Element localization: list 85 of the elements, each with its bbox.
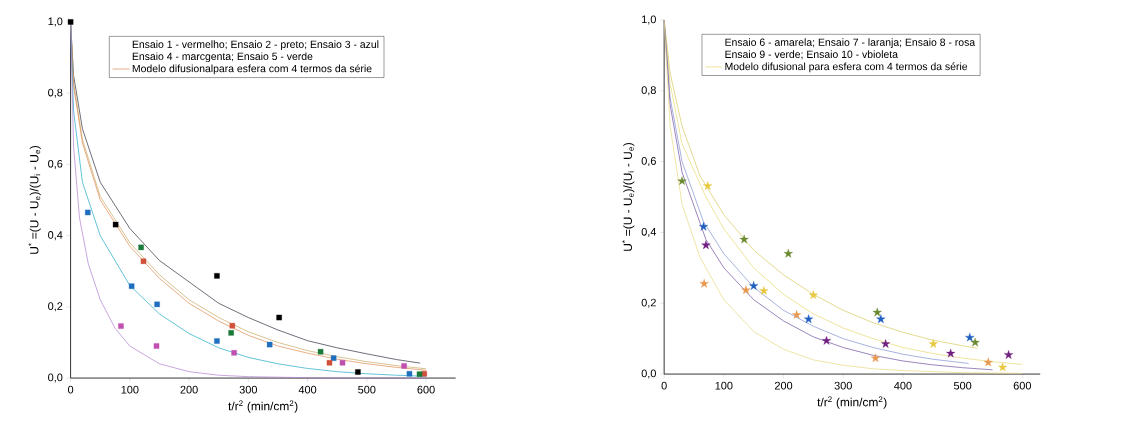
x-tick-label: 0: [661, 381, 667, 390]
point: [701, 240, 711, 250]
point: [703, 181, 713, 190]
point: [792, 310, 802, 319]
point: [698, 221, 709, 231]
x-tick-label: 300: [239, 385, 257, 394]
point: [317, 349, 324, 355]
point: [406, 371, 413, 377]
x-tick-label: 600: [417, 385, 435, 394]
point: [118, 323, 124, 329]
x-tick-label: 600: [1013, 381, 1031, 390]
legend-label: Modelo difusionalpara esfera com 4 termos da série: [132, 64, 372, 75]
point: [872, 307, 882, 317]
point: [739, 234, 749, 244]
point: [699, 279, 709, 288]
point: [998, 362, 1008, 372]
y-tick-label: 0,8: [641, 86, 656, 96]
point: [804, 314, 814, 324]
point: [970, 337, 980, 347]
x-tick-label: 400: [298, 385, 317, 394]
point: [1004, 350, 1014, 359]
annotation: Ensaio 6 - amarela; Ensaio 7 - laranja; Ensaio 8 - rosa: [725, 38, 976, 49]
point: [355, 369, 361, 375]
point: [228, 330, 234, 336]
x-tick-label: 100: [121, 385, 139, 394]
point: [339, 360, 346, 366]
point: [881, 339, 891, 348]
y-tick-label: 1,0: [48, 17, 63, 27]
point: [808, 290, 818, 300]
y-tick-label: 0,2: [48, 302, 63, 312]
x-tick-label: 400: [894, 381, 912, 390]
point: [154, 301, 160, 308]
point: [759, 286, 769, 295]
point: [965, 332, 975, 342]
x-tick-label: 0: [67, 385, 74, 394]
x-tick-label: 100: [715, 381, 733, 390]
y-tick-label: 0,4: [641, 227, 657, 237]
point: [741, 285, 751, 295]
point: [214, 273, 220, 279]
point: [876, 314, 886, 324]
y-tick-label: 0,4: [48, 231, 63, 241]
point: [401, 363, 407, 369]
point: [870, 353, 881, 363]
annotation: Ensaio 9 - verde; Ensaio 10 - vbioleta: [725, 50, 898, 60]
point: [276, 314, 282, 321]
y-tick-label: 0,2: [641, 298, 656, 308]
x-tick-label: 500: [358, 385, 376, 394]
point: [112, 221, 119, 228]
point: [416, 371, 423, 377]
point: [983, 357, 993, 367]
point: [783, 248, 793, 258]
y-tick-label: 0,6: [48, 159, 63, 169]
y-tick-label: 0,0: [641, 369, 656, 379]
point: [928, 339, 938, 348]
point: [67, 19, 74, 25]
legend-label: Modelo difusional para esfera com 4 termos da série: [725, 62, 968, 73]
x-tick-label: 200: [774, 381, 793, 390]
text: U$^{*}$ =(U - U$_{e}$)/(U$_{i}$ - U$_{e}$): [28, 146, 41, 254]
x-tick-label: 200: [180, 385, 198, 394]
point: [821, 336, 832, 345]
point: [231, 350, 237, 356]
y-tick-label: 0,6: [641, 157, 656, 167]
point: [214, 338, 220, 344]
x-tick-label: 500: [953, 381, 972, 390]
text: U$^{*}$ =(U - U$_{e}$)/(U$_{i}$ - U$_{e}$): [622, 143, 635, 251]
point: [749, 281, 759, 290]
annotation: Ensaio 1 - vermelho; Ensaio 2 - preto; Ensaio 3 - azul: [132, 40, 379, 51]
point: [946, 348, 956, 358]
y-tick-label: 0,0: [48, 373, 63, 383]
point: [85, 209, 91, 216]
point: [229, 323, 236, 329]
point: [128, 283, 135, 289]
x-axis-title: t/r$^{2}$ (min/cm$^{2}$): [817, 396, 887, 409]
x-axis-title: t/r$^{2}$ (min/cm$^{2}$): [228, 400, 298, 413]
point: [153, 343, 160, 349]
point: [330, 355, 337, 361]
point: [138, 244, 144, 251]
y-tick-label: 1,0: [642, 15, 656, 25]
point: [140, 258, 147, 265]
point: [677, 176, 687, 186]
point: [326, 360, 333, 366]
point: [266, 341, 273, 348]
x-tick-label: 300: [834, 381, 852, 390]
y-tick-label: 0,8: [48, 88, 63, 98]
annotation: Ensaio 4 - marcgenta; Ensaio 5 - verde: [132, 52, 313, 63]
